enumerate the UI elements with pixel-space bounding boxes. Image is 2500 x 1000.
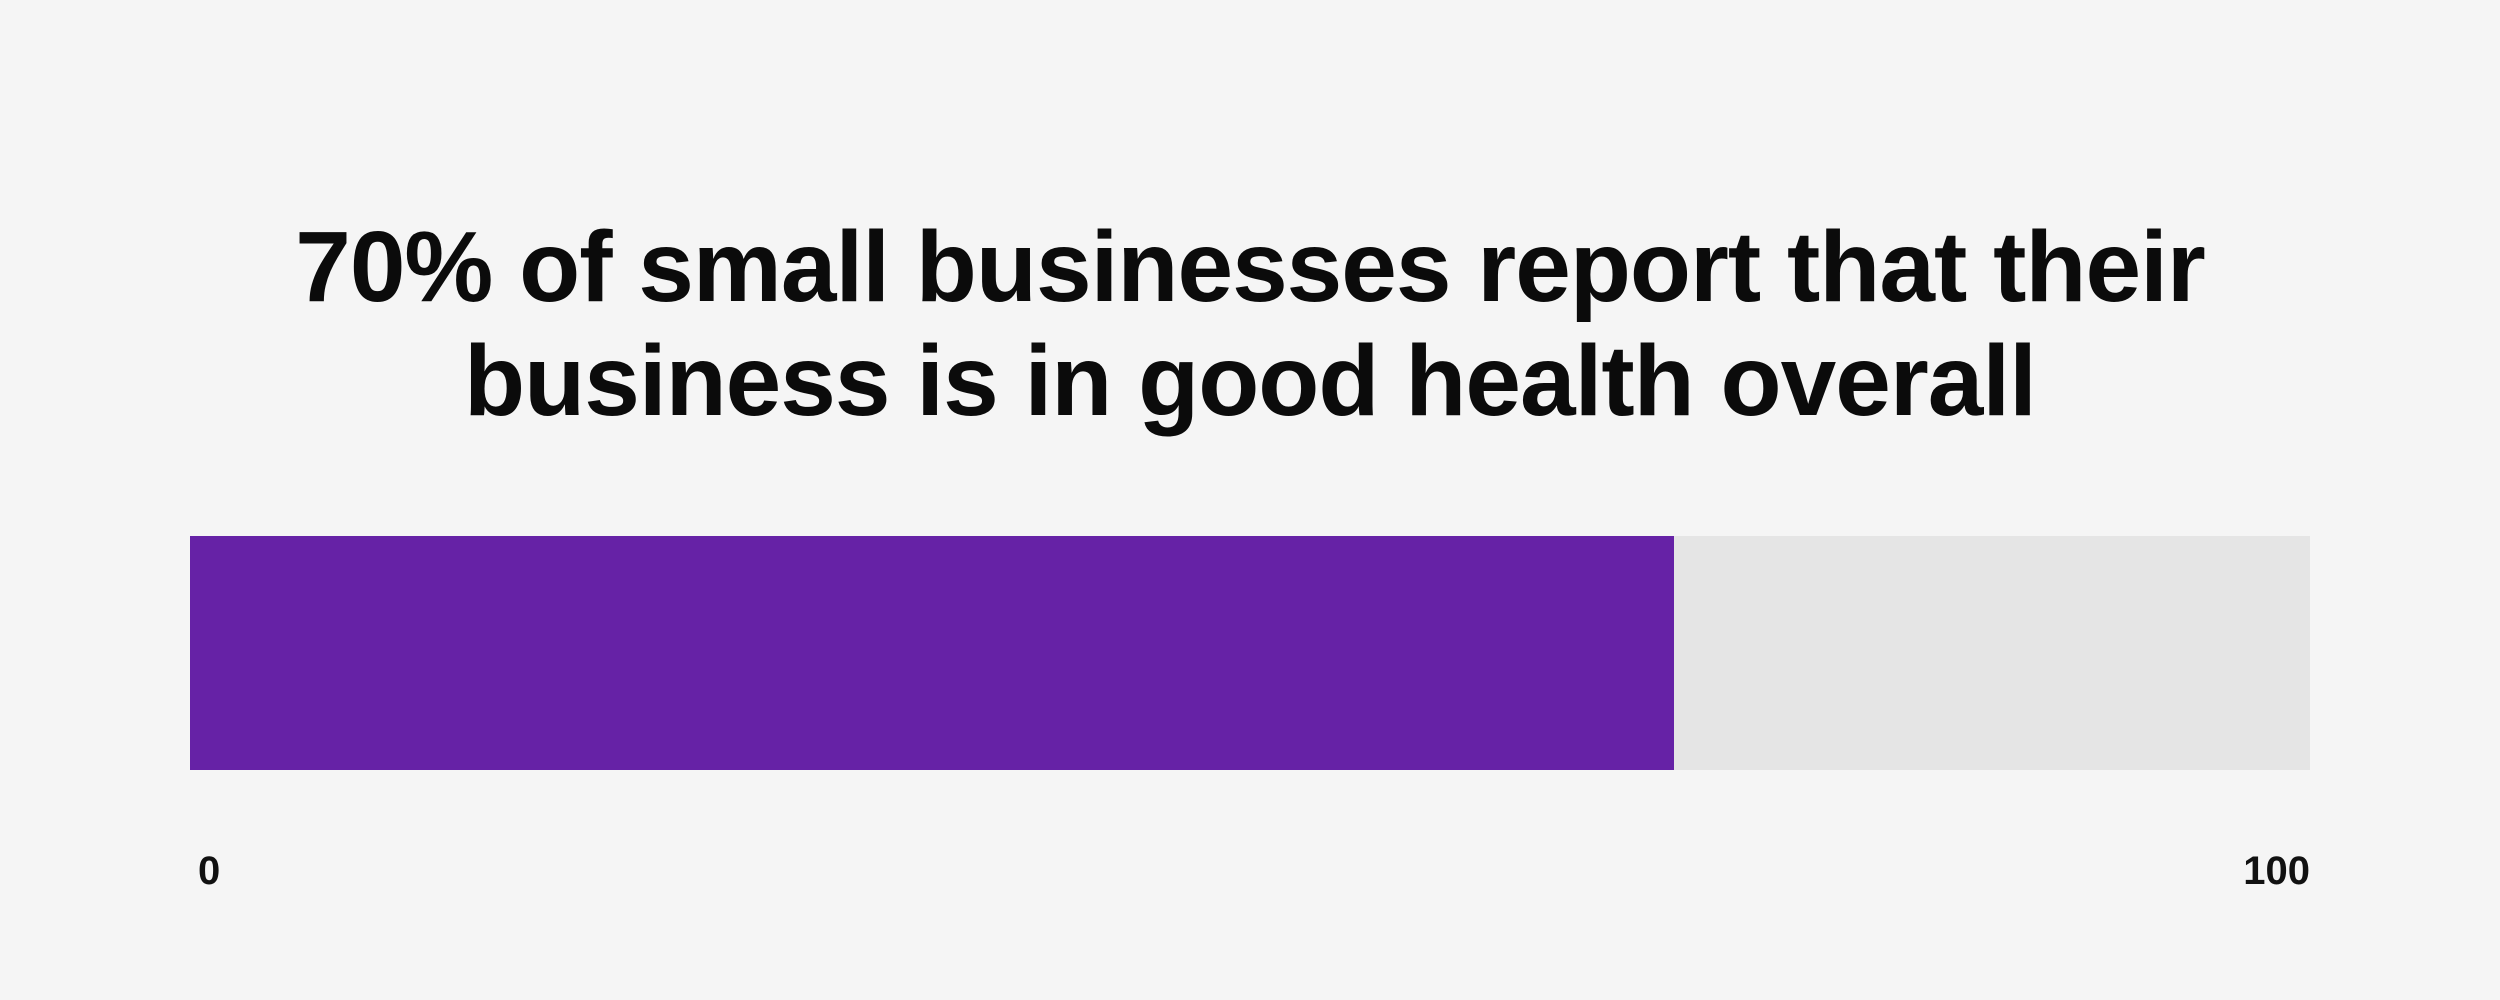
axis-max-label: 100 [2243, 849, 2310, 893]
progress-bar-fill [190, 536, 1674, 770]
chart-title: 70% of small businesses report that thei… [150, 210, 2350, 438]
progress-bar-track [190, 536, 2310, 770]
chart-title-line-1: 70% of small businesses report that thei… [295, 211, 2206, 323]
chart-title-line-2: business is in good health overall [464, 325, 2037, 437]
axis-min-label: 0 [198, 849, 221, 893]
